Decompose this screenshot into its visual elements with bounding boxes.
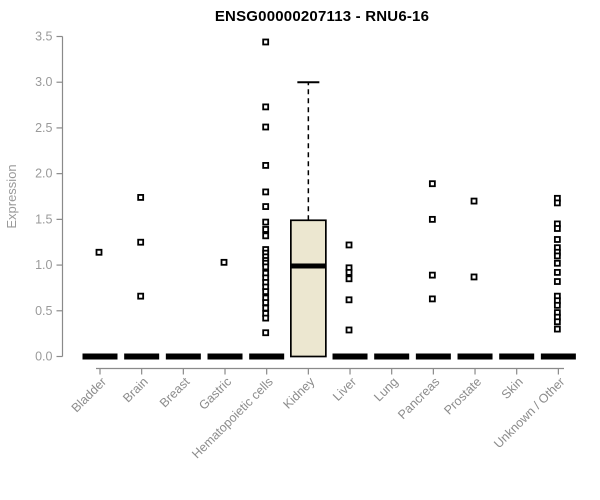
boxplot-box (290, 219, 327, 358)
x-category-label: Pancreas (395, 375, 442, 422)
data-point (470, 273, 478, 281)
x-category-label: Unknown / Other (491, 375, 567, 451)
data-point (262, 299, 270, 306)
data-point (553, 268, 561, 276)
data-point (428, 271, 436, 279)
data-point (553, 278, 561, 285)
median-bar (290, 263, 326, 269)
data-point (428, 215, 436, 223)
data-point (137, 194, 145, 201)
y-tick-label: 0.0 (35, 350, 52, 364)
y-tick-label: 2.0 (35, 167, 52, 181)
median-bar (207, 353, 243, 360)
data-point (262, 288, 270, 295)
x-category-label: Breast (157, 374, 193, 410)
data-point (345, 296, 353, 304)
x-category-label: Bladder (69, 375, 109, 415)
data-point (262, 329, 270, 337)
x-category-label: Gastric (196, 375, 234, 413)
data-point (553, 318, 561, 326)
x-category-label: Lung (371, 375, 401, 405)
median-bar (457, 353, 493, 360)
data-point (262, 103, 270, 111)
data-point (262, 162, 270, 169)
y-tick-label: 3.0 (35, 75, 52, 89)
x-category-label: Kidney (281, 374, 318, 411)
data-point (262, 123, 270, 131)
data-point (262, 314, 270, 322)
data-point (553, 199, 561, 207)
data-point (262, 188, 270, 196)
median-bar (499, 353, 535, 360)
data-point (553, 325, 561, 333)
median-bar (540, 353, 576, 360)
data-point (137, 238, 145, 246)
chart-title: ENSG00000207113 - RNU6-16 (214, 8, 430, 25)
data-point (262, 203, 270, 210)
x-category-label: Prostate (441, 375, 484, 418)
y-tick-label: 1.0 (35, 258, 52, 272)
data-point (345, 268, 353, 276)
data-point (95, 248, 103, 256)
data-point (262, 232, 270, 240)
y-tick-label: 0.5 (35, 304, 52, 318)
x-category-label: Skin (499, 375, 526, 402)
data-point (262, 38, 270, 46)
median-bar (332, 353, 368, 360)
data-point (553, 252, 561, 260)
data-point (553, 301, 561, 309)
x-category-label: Liver (330, 375, 359, 404)
data-point (262, 263, 270, 271)
data-point (345, 326, 353, 334)
y-tick-label: 2.5 (35, 121, 52, 135)
data-point (262, 226, 270, 233)
data-point (220, 258, 228, 266)
median-bar (165, 353, 201, 360)
data-point (262, 304, 270, 312)
data-point (345, 275, 353, 283)
data-point (428, 295, 436, 303)
median-bar (374, 353, 410, 360)
data-point (345, 241, 353, 249)
median-bar (415, 353, 451, 360)
x-category-label: Hematopoietic cells (189, 375, 276, 462)
y-tick-label: 1.5 (35, 212, 52, 226)
data-point (428, 180, 436, 188)
data-point (470, 197, 478, 205)
data-point (137, 292, 145, 300)
data-point (553, 225, 561, 232)
data-point (262, 218, 270, 226)
data-point (553, 259, 561, 267)
x-category-label: Brain (120, 375, 151, 406)
median-bar (82, 353, 118, 360)
median-bar (249, 353, 285, 360)
data-point (553, 236, 561, 243)
y-axis-title: Expression (4, 164, 19, 228)
median-bar (124, 353, 160, 360)
y-tick-label: 3.5 (35, 30, 52, 44)
